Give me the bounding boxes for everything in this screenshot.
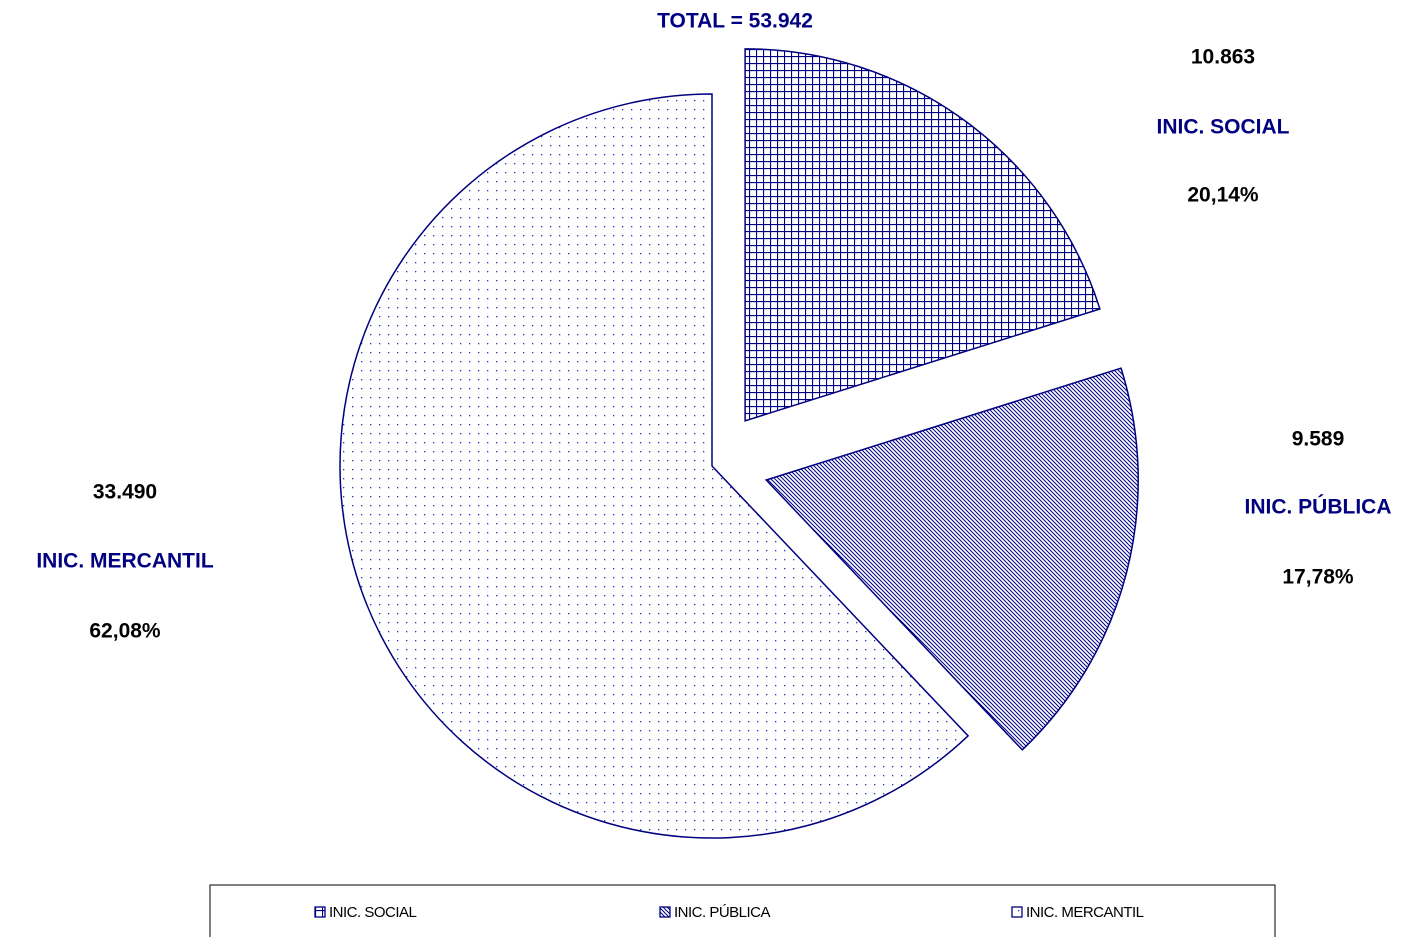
legend-label: INIC. MERCANTIL (1026, 904, 1144, 921)
percentage-label: 62,08% (89, 620, 161, 643)
slice-label: INIC. PÚBLICA (1245, 495, 1392, 519)
value-label: 33.490 (93, 481, 157, 504)
pie-slice (339, 93, 970, 839)
legend-label: INIC. SOCIAL (329, 904, 417, 921)
percentage-label: 20,14% (1187, 184, 1259, 207)
legend-swatch (1011, 906, 1023, 918)
slice-label: INIC. MERCANTIL (36, 550, 213, 573)
legend-label: INIC. PÚBLICA (674, 904, 771, 921)
percentage-label: 17,78% (1282, 566, 1354, 589)
value-label: 10.863 (1191, 46, 1255, 69)
value-label: 9.589 (1292, 428, 1345, 451)
legend-box (209, 884, 1276, 937)
legend-swatch (314, 906, 326, 918)
pie-slice (744, 48, 1101, 422)
pie-slice (764, 367, 1139, 751)
chart-title: TOTAL = 53.942 (657, 10, 813, 33)
slice-label: INIC. SOCIAL (1156, 116, 1289, 139)
legend-swatch (659, 906, 671, 918)
